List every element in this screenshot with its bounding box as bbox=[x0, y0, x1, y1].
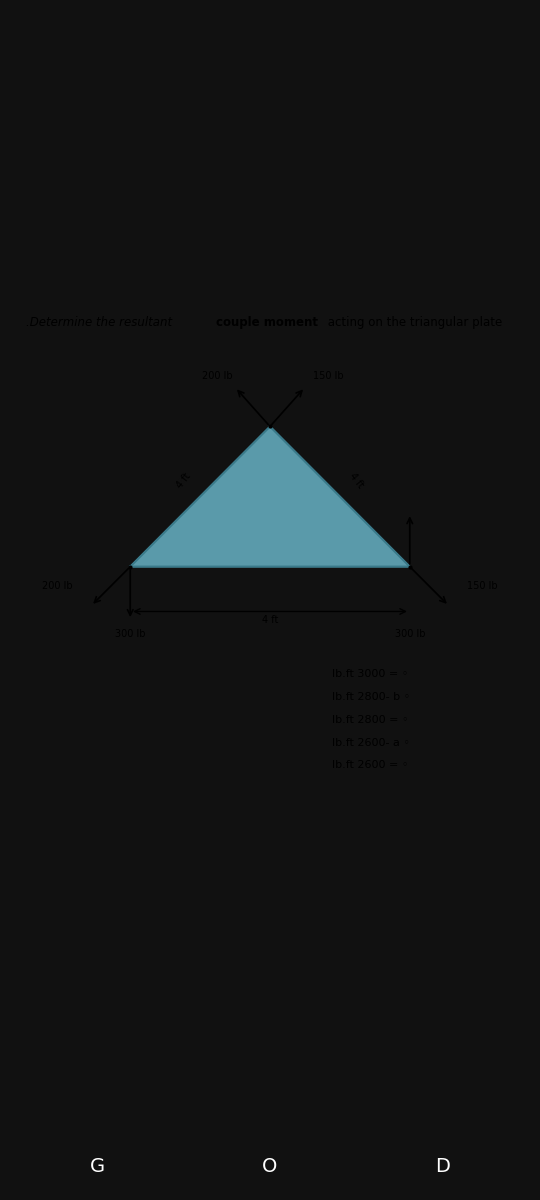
Text: couple moment: couple moment bbox=[215, 317, 318, 330]
Text: 4 ft: 4 ft bbox=[174, 472, 192, 490]
Text: 150 lb: 150 lb bbox=[313, 371, 344, 380]
Text: 200 lb: 200 lb bbox=[201, 371, 232, 380]
Text: 300 lb: 300 lb bbox=[115, 629, 145, 638]
Text: lb.ft 2800 = ◦: lb.ft 2800 = ◦ bbox=[332, 715, 409, 725]
Text: 300 lb: 300 lb bbox=[395, 629, 425, 638]
Text: O: O bbox=[262, 1158, 278, 1176]
Text: lb.ft 2600 = ◦: lb.ft 2600 = ◦ bbox=[332, 761, 409, 770]
Text: lb.ft 2600- a ◦: lb.ft 2600- a ◦ bbox=[332, 738, 410, 748]
Text: acting on the triangular plate: acting on the triangular plate bbox=[325, 317, 503, 330]
Text: 4 ft: 4 ft bbox=[262, 614, 278, 625]
Text: 4 ft: 4 ft bbox=[348, 472, 366, 490]
Text: .Determine the resultant: .Determine the resultant bbox=[26, 317, 176, 330]
Text: 200 lb: 200 lb bbox=[42, 581, 73, 592]
Text: D: D bbox=[435, 1158, 450, 1176]
Polygon shape bbox=[130, 426, 410, 566]
Text: lb.ft 3000 = ◦: lb.ft 3000 = ◦ bbox=[332, 670, 409, 679]
Text: lb.ft 2800- b ◦: lb.ft 2800- b ◦ bbox=[332, 692, 410, 702]
Text: G: G bbox=[90, 1158, 105, 1176]
Text: 150 lb: 150 lb bbox=[467, 581, 498, 592]
